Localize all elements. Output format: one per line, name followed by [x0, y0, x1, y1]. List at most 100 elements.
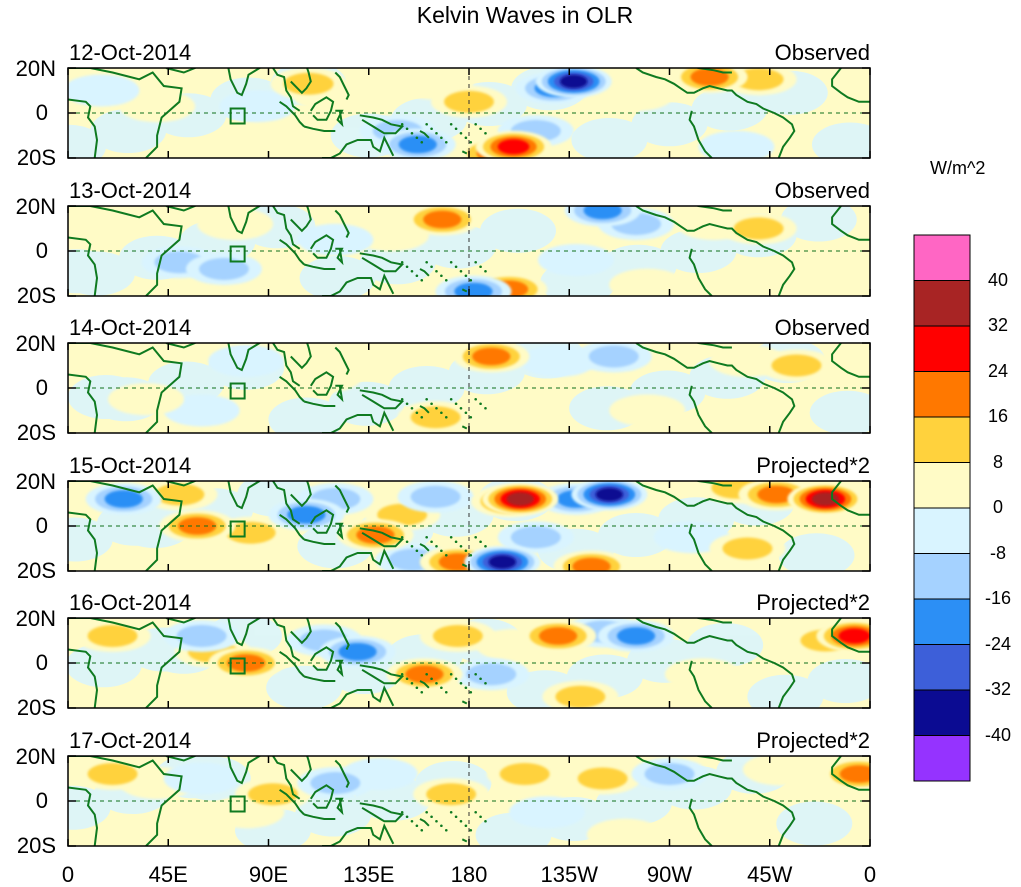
island — [464, 686, 468, 690]
anomaly-contour — [225, 521, 276, 544]
colorbar-tick-label: -8 — [989, 542, 1006, 563]
lon-label: 0 — [863, 862, 877, 887]
colorbar-swatch — [913, 553, 971, 600]
panel-kind: Observed — [774, 40, 870, 65]
island — [444, 828, 448, 832]
anomaly-contour — [219, 90, 296, 123]
island — [420, 690, 424, 694]
anomaly-contour — [286, 360, 363, 393]
reference-box — [229, 382, 246, 400]
island — [440, 136, 443, 140]
anomaly-contour — [508, 796, 585, 829]
coastline — [309, 646, 335, 671]
island — [484, 819, 487, 823]
island — [449, 260, 453, 264]
anomaly-contour — [733, 217, 784, 240]
island — [405, 127, 409, 131]
island — [440, 686, 443, 690]
coastline — [68, 98, 99, 158]
coastline — [272, 343, 301, 387]
island — [464, 274, 468, 278]
coastline — [226, 68, 262, 97]
contour-cell — [747, 674, 824, 708]
coastline — [226, 756, 262, 785]
island — [479, 677, 482, 681]
island — [410, 406, 414, 410]
colorbar-swatch — [913, 507, 971, 554]
coastline — [303, 675, 336, 682]
island — [464, 136, 468, 140]
island — [415, 686, 419, 690]
reference-box — [229, 795, 246, 813]
island — [454, 265, 458, 269]
coastline — [831, 481, 870, 516]
lat-label: 20N — [15, 744, 56, 769]
anomaly-contour — [583, 206, 622, 220]
coastline — [419, 543, 430, 552]
island — [479, 540, 482, 544]
colorbar-tick-label: -32 — [984, 679, 1011, 699]
anomaly-contour — [199, 258, 249, 280]
anomaly-contour — [107, 383, 184, 416]
lon-label: 90E — [248, 862, 289, 887]
anomaly-contour — [588, 345, 639, 368]
contour-cell — [266, 665, 343, 708]
island — [469, 828, 473, 832]
coastline — [309, 509, 335, 534]
colorbar-tick-label: 8 — [992, 451, 1003, 472]
island — [479, 815, 482, 819]
anomaly-contour — [811, 492, 840, 506]
coastline — [831, 206, 870, 241]
coastline — [461, 838, 468, 843]
island — [454, 677, 458, 681]
lat-label: 20S — [16, 420, 56, 445]
coastline — [303, 400, 336, 407]
panel-date: 15-Oct-2014 — [69, 453, 192, 478]
coastline — [695, 618, 732, 624]
anomaly-contour — [426, 783, 477, 806]
lon-label: 90W — [646, 862, 693, 887]
coastline — [635, 68, 699, 94]
island — [425, 810, 428, 814]
coastline — [359, 664, 405, 685]
coastline — [309, 234, 335, 259]
coastline — [226, 481, 262, 510]
island — [400, 672, 404, 676]
colorbar-tick-label: -16 — [984, 588, 1011, 608]
contour-cell — [359, 240, 436, 285]
lon-label: 45W — [747, 862, 793, 887]
coastline — [322, 685, 395, 708]
anomaly-contour — [410, 406, 461, 429]
coastline — [303, 263, 336, 270]
island — [454, 815, 458, 819]
island — [449, 122, 453, 126]
coastline — [68, 648, 99, 708]
panel-date: 13-Oct-2014 — [69, 178, 192, 203]
lat-label: 20N — [15, 469, 56, 494]
anomaly-contour — [616, 627, 656, 645]
coastline — [272, 618, 301, 662]
lat-label: 20N — [15, 606, 56, 631]
coastline — [335, 522, 344, 541]
island — [484, 681, 487, 685]
contour-cell — [388, 366, 465, 410]
coastline — [695, 756, 732, 762]
anomaly-contour — [555, 685, 606, 708]
island — [425, 672, 428, 676]
coastline — [68, 756, 183, 846]
coastline — [698, 634, 796, 708]
island — [454, 540, 458, 544]
coastline — [279, 788, 305, 816]
island — [484, 131, 487, 135]
anomaly-contour — [87, 625, 138, 647]
island — [415, 411, 419, 415]
island — [459, 406, 463, 410]
coastline — [635, 206, 699, 232]
island — [435, 406, 438, 410]
island — [405, 815, 409, 819]
lon-label: 135E — [343, 862, 395, 887]
island — [474, 672, 477, 676]
anomaly-contour — [454, 282, 493, 296]
island — [405, 540, 409, 544]
island — [430, 540, 433, 544]
